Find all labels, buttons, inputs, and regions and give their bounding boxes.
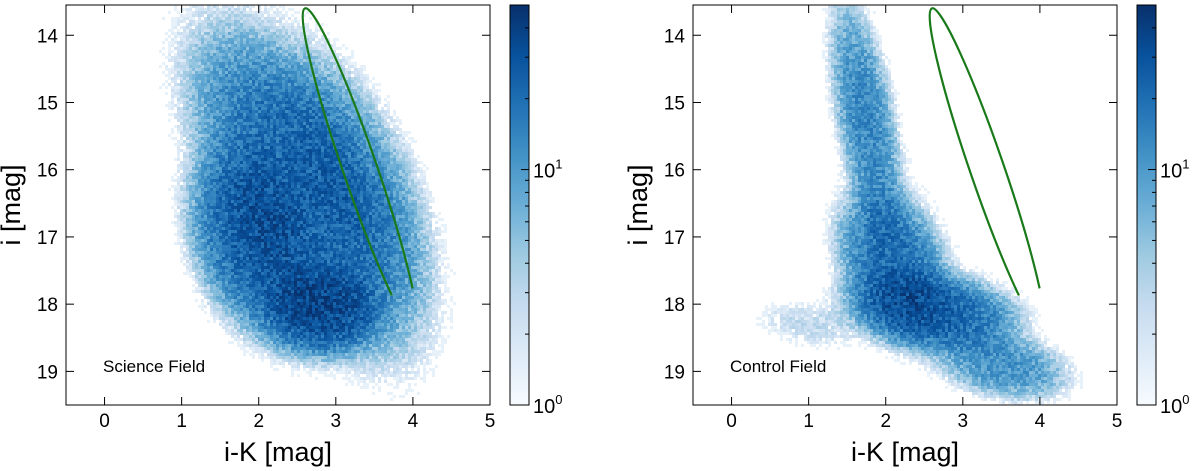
y-tick-label: 16: [37, 161, 58, 182]
y-axis-label: i [mag]: [623, 164, 653, 245]
x-tick-label: 3: [331, 411, 342, 432]
y-tick-label: 14: [37, 26, 59, 47]
x-tick-label: 0: [726, 411, 737, 432]
panel-control-field: 0 1 2 3 4 5 14 15 16 17 18 19 i-K [mag] i [mag] Contro…: [623, 4, 1189, 467]
x-tick-label: 0: [99, 411, 110, 432]
colorbar-tick-label: 101: [1160, 157, 1189, 183]
x-axis-label: i-K [mag]: [224, 437, 332, 467]
y-tick-label: 19: [664, 362, 685, 383]
y-tick-label: 18: [664, 295, 685, 316]
y-axis-label: i [mag]: [0, 164, 26, 245]
x-tick-label: 1: [803, 411, 814, 432]
heatmap: [159, 5, 456, 401]
x-tick-label: 2: [880, 411, 891, 432]
x-tick-label: 4: [1035, 411, 1046, 432]
x-tick-label: 3: [958, 411, 969, 432]
colorbar: [1136, 4, 1157, 406]
x-tick-label: 1: [176, 411, 187, 432]
field-annotation: Control Field: [730, 357, 826, 376]
colorbar-tick-label: 100: [533, 392, 562, 418]
panel-science-field: 0 1 2 3 4 5 14 15 16 17 18 19 i-K [mag] i [mag] Scienc…: [0, 4, 562, 467]
x-axis-label: i-K [mag]: [851, 437, 959, 467]
field-annotation: Science Field: [103, 357, 205, 376]
colorbar-tick-label: 100: [1160, 392, 1189, 418]
plot-frame: [65, 4, 491, 406]
x-tick-label: 2: [253, 411, 264, 432]
y-tick-label: 19: [37, 362, 58, 383]
y-tick-label: 15: [664, 93, 685, 114]
colorbar-tick-label: 101: [533, 157, 562, 183]
y-tick-label: 17: [37, 228, 58, 249]
y-tick-label: 15: [37, 93, 58, 114]
y-tick-label: 14: [664, 26, 686, 47]
y-tick-label: 16: [664, 161, 685, 182]
x-tick-label: 5: [485, 411, 496, 432]
plot-frame: [692, 4, 1118, 406]
colorbar: [509, 4, 530, 406]
y-tick-label: 17: [664, 228, 685, 249]
x-tick-label: 5: [1112, 411, 1123, 432]
y-tick-label: 18: [37, 295, 58, 316]
x-tick-label: 4: [408, 411, 419, 432]
heatmap: [756, 5, 1083, 405]
